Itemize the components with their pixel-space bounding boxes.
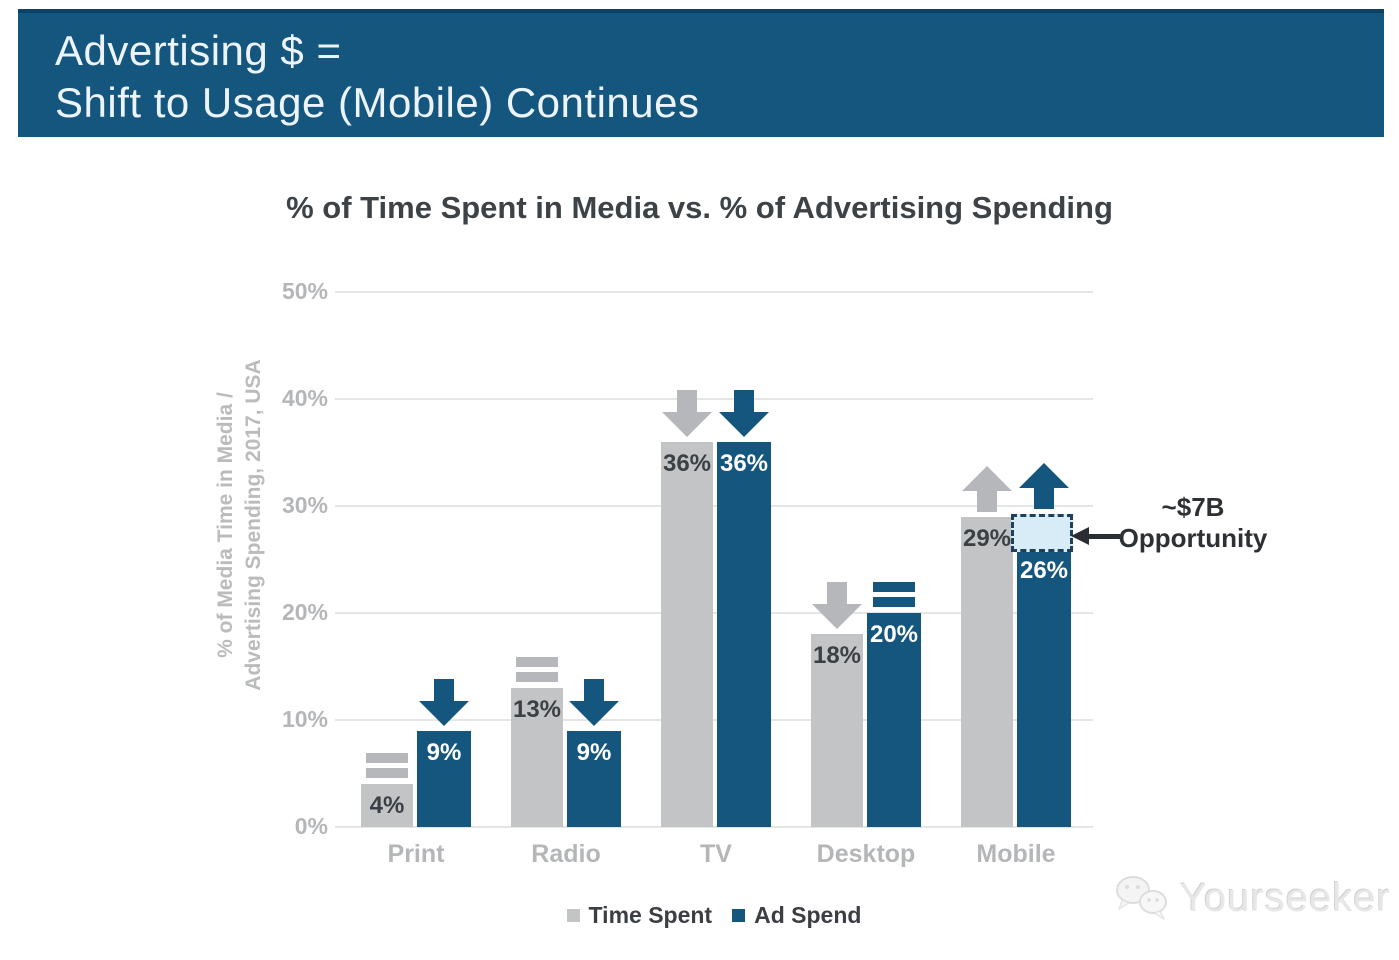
legend-label-ad-spend: Ad Spend [754,902,862,928]
y-tick-label: 40% [281,385,328,411]
y-tick-label: 50% [281,278,328,304]
bar-tv-ad-spend [717,441,771,827]
bar-value-label: 36% [719,449,769,477]
trend-up-icon [1017,462,1071,515]
y-tick-label: 0% [294,813,328,839]
bar-tv-time-spent [661,441,713,827]
y-tick-label: 10% [281,706,328,732]
bar-desktop-time-spent [811,634,863,827]
ad-spend-swatch-icon [732,909,746,922]
header-title-line1: Advertising $ = [55,27,342,74]
bar-value-label: 4% [369,792,405,820]
bar-desktop-ad-spend [867,613,921,827]
header-banner: Advertising $ = Shift to Usage (Mobile) … [18,9,1384,137]
category-label-tv: TV [700,840,732,868]
trend-down-icon [660,389,714,443]
opportunity-annotation-line2: Opportunity [1118,523,1268,553]
trend-down-icon [810,582,864,635]
bar-print-ad-spend [417,730,471,827]
gridline [335,826,1093,828]
gridline [335,291,1093,293]
chat-bubbles-icon [1116,876,1167,921]
category-label-mobile: Mobile [976,840,1056,868]
gridline [335,719,1093,721]
watermark-text: Yourseeker [1180,875,1391,920]
legend-item-ad-spend: Ad Spend [732,902,861,929]
opportunity-annotation: ~$7B Opportunity [1118,492,1268,554]
y-axis-label-line1: % of Media Time in Media / [214,392,237,658]
bar-value-label: 36% [662,449,712,477]
trend-equal-icon [510,655,564,688]
bar-print-time-spent [361,784,413,827]
gridline [335,612,1093,614]
header-title-line2: Shift to Usage (Mobile) Continues [55,79,700,126]
bar-value-label: 13% [512,695,562,723]
legend: Time Spent Ad Spend [335,902,1093,929]
bar-value-label: 20% [869,621,919,648]
category-label-radio: Radio [531,840,601,868]
bar-value-label: 29% [962,524,1012,552]
bar-mobile-time-spent [961,516,1013,827]
annotation-arrow-line [1088,534,1120,539]
plot-area: 4% 13% 36% 18% 29% 9% 9% 36% 20% 26% [335,291,1093,828]
bar-value-label: 26% [1019,556,1069,584]
bar-value-label: 9% [576,738,612,766]
bar-mobile-ad-spend [1017,548,1071,827]
trend-down-icon [417,678,471,732]
bar-value-label: 18% [812,642,862,670]
annotation-arrow-icon [1071,527,1089,545]
trend-down-icon [567,678,621,732]
legend-label-time-spent: Time Spent [588,902,713,928]
y-tick-label: 30% [281,492,328,518]
opportunity-dashed-box [1011,514,1073,552]
trend-up-icon [960,465,1014,518]
bar-radio-ad-spend [567,730,621,827]
chart-title: % of Time Spent in Media vs. % of Advert… [286,190,1113,225]
bar-value-label: 9% [426,738,462,766]
bar-radio-time-spent [511,687,563,827]
gridline [335,505,1093,507]
opportunity-annotation-line1: ~$7B [1161,492,1225,522]
watermark: Yourseeker [1112,873,1391,923]
legend-item-time-spent: Time Spent [566,902,713,929]
gridline [335,398,1093,400]
category-label-desktop: Desktop [816,840,916,868]
trend-equal-icon [867,580,921,613]
category-label-print: Print [387,840,445,868]
trend-down-icon [717,389,771,443]
trend-equal-icon [360,751,414,784]
y-tick-label: 20% [281,599,328,625]
time-spent-swatch-icon [566,909,580,922]
